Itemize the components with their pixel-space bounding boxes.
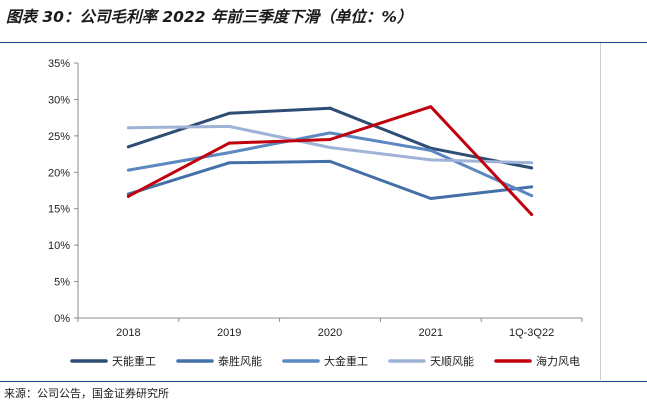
x-tick-label: 1Q-3Q22 (509, 327, 554, 339)
data-point (530, 161, 534, 165)
data-point (429, 105, 433, 109)
x-tick-label: 2018 (116, 327, 140, 339)
data-point (328, 106, 332, 110)
x-tick-label: 2019 (217, 327, 241, 339)
series-group (126, 105, 534, 217)
y-tick-label: 10% (48, 240, 70, 252)
data-point (328, 146, 332, 150)
y-axis: 0% 5% 10% 15% 20% 25% 30% 35% (48, 58, 79, 325)
data-point (126, 145, 130, 149)
y-tick-label: 25% (48, 131, 70, 143)
data-point (227, 161, 231, 165)
source-note: 来源：公司公告，国金证券研究所 (4, 387, 169, 400)
data-point (227, 141, 231, 145)
x-axis: 2018 2019 2020 2021 1Q-3Q22 (77, 317, 583, 339)
data-point (328, 138, 332, 141)
data-point (227, 124, 231, 128)
data-point (530, 213, 534, 217)
legend-label: 泰胜风能 (218, 354, 262, 368)
data-point (530, 194, 534, 198)
y-tick-label: 20% (48, 167, 70, 179)
x-tick-label: 2020 (318, 327, 342, 339)
data-point (429, 197, 433, 201)
legend: 天能重工 泰胜风能 大金重工 天顺风能 海力风电 (70, 354, 580, 368)
title-divider (0, 42, 647, 43)
data-point (227, 151, 231, 155)
legend-label: 海力风电 (536, 354, 580, 368)
data-point (126, 194, 130, 198)
data-point (530, 185, 534, 189)
data-point (429, 148, 433, 152)
data-point (530, 166, 534, 170)
y-tick-label: 35% (48, 58, 70, 70)
x-tick-label: 2021 (419, 327, 443, 339)
y-tick-label: 15% (48, 204, 70, 216)
y-tick-label: 0% (54, 313, 70, 325)
legend-label: 大金重工 (324, 354, 368, 368)
data-point (328, 159, 332, 163)
legend-label: 天能重工 (112, 354, 156, 368)
data-point (328, 131, 332, 135)
chart-frame: 0% 5% 10% 15% 20% 25% 30% 35% 2018 2019 2020 2021 1… (0, 43, 601, 380)
source-divider (0, 381, 647, 382)
line-chart: 0% 5% 10% 15% 20% 25% 30% 35% 2018 2019 2020 2021 1… (48, 58, 583, 368)
y-tick-label: 5% (54, 277, 70, 289)
chart-title: 图表 30：公司毛利率 2022 年前三季度下滑（单位：%） (6, 8, 413, 26)
data-point (227, 111, 231, 115)
data-point (429, 158, 433, 162)
legend-label: 天顺风能 (430, 354, 474, 368)
data-point (126, 126, 130, 130)
y-tick-label: 30% (48, 94, 70, 106)
data-point (126, 168, 130, 172)
